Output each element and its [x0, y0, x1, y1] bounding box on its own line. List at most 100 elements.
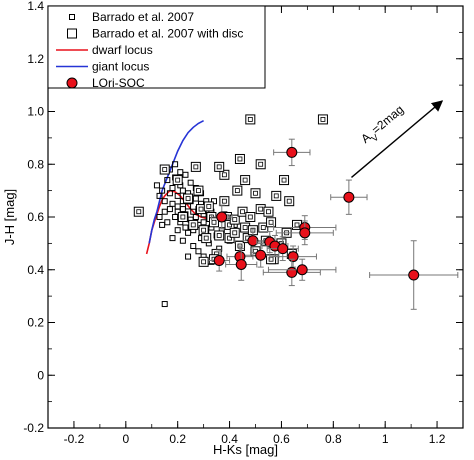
barrado-disc-point-inner	[193, 164, 199, 170]
barrado-disc-point	[258, 222, 269, 233]
barrado-disc-point-inner	[258, 206, 264, 212]
barrado-disc-point	[229, 214, 240, 225]
barrado-disc-point	[188, 219, 199, 230]
lori-soc-point	[286, 146, 298, 158]
barrado-disc-point	[159, 164, 170, 175]
legend-label: Barrado et al. 2007	[92, 10, 194, 24]
barrado-point	[169, 235, 176, 242]
barrado-disc-point	[209, 217, 219, 228]
barrado-disc-point-inner	[196, 188, 201, 194]
barrado-disc-point	[245, 114, 256, 125]
lori-soc-point	[247, 235, 259, 247]
barrado-disc-point-inner	[268, 256, 274, 262]
x-tick-label: 1	[382, 432, 389, 446]
lori-soc-point	[343, 191, 355, 203]
barrado-disc-point	[224, 219, 235, 230]
barrado-disc-point	[271, 190, 282, 201]
barrado-disc-point	[203, 201, 214, 212]
lori-soc-point	[235, 258, 247, 270]
barrado-point	[159, 221, 166, 228]
y-tick-label: 0	[37, 368, 44, 382]
barrado-disc-point-inner	[232, 230, 238, 236]
lori-soc-point	[216, 211, 228, 223]
barrado-disc-point-inner	[221, 198, 227, 204]
y-tick-label: -0.2	[23, 421, 44, 435]
barrado-point	[190, 243, 197, 250]
barrado-disc-point	[201, 233, 212, 244]
barrado-disc-point-inner	[234, 188, 240, 194]
legend-marker-circle	[66, 77, 78, 89]
barrado-point	[182, 224, 189, 231]
barrado-disc-point-inner	[190, 222, 196, 228]
x-tick-label: 0.8	[325, 432, 342, 446]
reddening-label: AV=2mag	[358, 102, 409, 149]
barrado-disc-point	[183, 193, 194, 204]
barrado-disc-point-inner	[227, 222, 232, 228]
barrado-disc-point-inner	[185, 196, 191, 201]
barrado-disc-point-inner	[240, 209, 245, 215]
barrado-disc-point-inner	[247, 214, 253, 220]
barrado-point	[169, 200, 176, 207]
barrado-disc-point-inner	[221, 172, 227, 178]
barrado-point	[166, 206, 173, 213]
legend: Barrado et al. 2007 Barrado et al. 2007 w…	[47, 5, 266, 90]
barrado-disc-point-inner	[320, 117, 326, 122]
barrado-disc-point	[214, 230, 225, 241]
data-layer	[133, 114, 459, 310]
barrado-point	[169, 184, 176, 191]
barrado-point	[172, 214, 179, 220]
lori-soc-point	[296, 264, 308, 276]
barrado-disc-point-inner	[237, 156, 243, 162]
barrado-disc-point	[232, 185, 243, 196]
barrado-disc-point-inner	[253, 190, 258, 196]
barrado-point	[159, 187, 166, 194]
barrado-disc-point	[224, 233, 235, 244]
barrado-point	[211, 198, 217, 205]
x-tick-label: -0.2	[64, 432, 85, 446]
barrado-point	[192, 195, 199, 202]
barrado-point	[164, 177, 171, 184]
barrado-disc-point-inner	[266, 209, 271, 215]
barrado-disc-point	[266, 254, 277, 265]
legend-marker-open-square	[67, 28, 77, 39]
barrado-disc-point-inner	[281, 177, 287, 183]
lori-soc-point	[299, 227, 311, 239]
lori-soc-point	[287, 251, 299, 263]
barrado-disc-point	[219, 196, 230, 207]
y-axis-title: J-H [mag]	[2, 189, 17, 245]
barrado-disc-point	[317, 114, 328, 125]
legend-label: LOri-SOC	[92, 76, 145, 90]
barrado-disc-point	[284, 196, 295, 207]
barrado-disc-point-inner	[136, 209, 142, 215]
barrado-disc-point-inner	[203, 235, 209, 241]
barrado-disc-point	[240, 175, 251, 186]
legend-marker-small-square	[69, 14, 75, 20]
axes-layer: -0.2 0 0.2 0.4 0.6 0.8 1 1.2 -0.2 0 0.2 0.4 0.6 0.8 1.…	[2, 0, 464, 457]
barrado-disc-point-inner	[211, 219, 217, 225]
barrado-disc-point-inner	[232, 217, 238, 223]
barrado-disc-point-inner	[242, 177, 248, 183]
y-tick-label: 0.8	[27, 157, 44, 171]
barrado-disc-point-inner	[260, 225, 266, 230]
legend-label: Barrado et al. 2007 with disc	[92, 27, 243, 41]
barrado-disc-point-inner	[162, 167, 168, 172]
barrado-point	[161, 301, 168, 308]
y-tick-label: 0.4	[27, 263, 44, 277]
barrado-point	[161, 198, 168, 205]
annotation-layer: AV=2mag	[351, 100, 444, 178]
x-tick-label: 1.2	[429, 432, 446, 446]
barrado-disc-point	[255, 159, 266, 170]
y-tick-label: 1.2	[27, 52, 44, 66]
barrado-disc-point-inner	[201, 259, 207, 265]
barrado-disc-point-inner	[216, 233, 222, 238]
y-tick-label: 0.2	[27, 316, 44, 330]
barrado-disc-point	[177, 212, 188, 222]
lori-soc-point	[255, 249, 267, 261]
barrado-disc-point-inner	[198, 206, 204, 212]
barrado-disc-point-inner	[206, 204, 212, 209]
barrado-point	[185, 253, 192, 260]
legend-label: giant locus	[92, 60, 149, 74]
barrado-disc-point	[229, 227, 240, 238]
barrado-disc-point-inner	[273, 193, 279, 199]
